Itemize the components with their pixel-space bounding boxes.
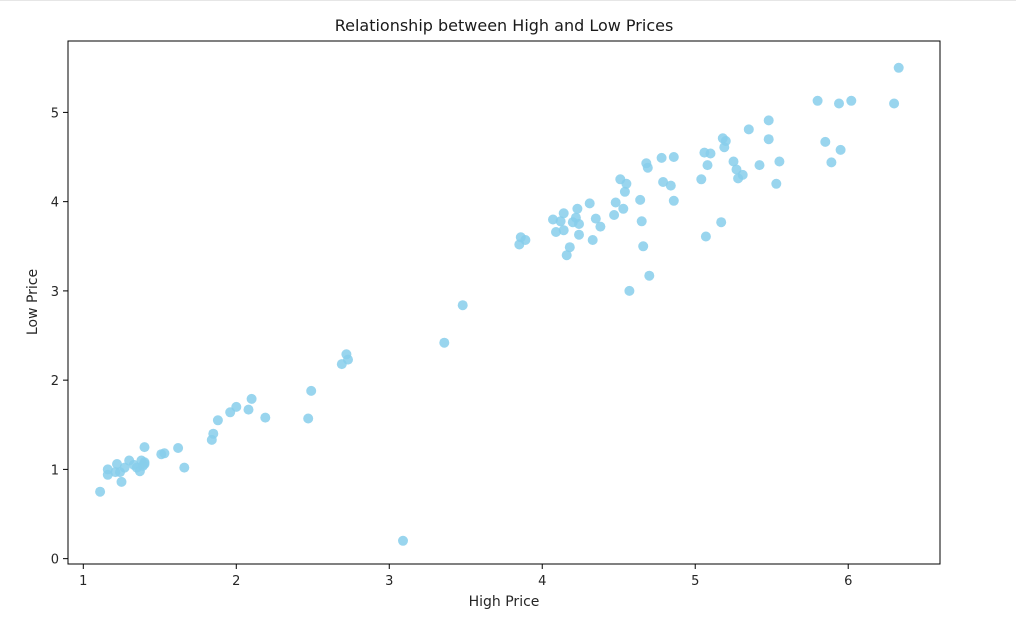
data-point-94 xyxy=(820,136,831,147)
data-point-28 xyxy=(260,412,271,423)
data-point-43 xyxy=(558,208,569,219)
data-point-23 xyxy=(212,415,223,426)
data-point-7 xyxy=(119,462,130,473)
y-tick-label-5: 5 xyxy=(51,106,59,121)
data-point-67 xyxy=(642,162,653,173)
data-point-39 xyxy=(520,235,531,245)
data-point-46 xyxy=(564,242,575,253)
data-point-4 xyxy=(112,459,122,469)
data-point-15 xyxy=(139,457,150,468)
x-tick-label-0: 1 xyxy=(79,574,87,589)
data-point-27 xyxy=(246,393,257,404)
data-point-29 xyxy=(303,413,314,424)
data-point-18 xyxy=(159,448,170,459)
data-point-49 xyxy=(572,203,583,214)
data-point-90 xyxy=(763,134,774,145)
y-tick-label-4: 4 xyxy=(51,196,59,211)
x-tick-label-5: 6 xyxy=(844,574,852,589)
data-point-30 xyxy=(306,385,317,396)
data-point-74 xyxy=(696,174,707,185)
data-point-36 xyxy=(457,300,468,311)
data-point-61 xyxy=(621,178,632,189)
data-point-65 xyxy=(638,241,649,252)
data-point-2 xyxy=(102,464,113,475)
data-point-93 xyxy=(812,95,823,106)
data-point-52 xyxy=(584,198,595,209)
data-point-63 xyxy=(635,194,646,205)
data-point-64 xyxy=(636,216,647,227)
data-point-98 xyxy=(846,95,857,106)
data-point-69 xyxy=(656,152,667,163)
data-point-25 xyxy=(231,401,242,412)
x-tick-label-4: 5 xyxy=(691,574,699,589)
y-axis-ticks: 0 1 2 3 4 5 xyxy=(51,106,68,568)
data-point-20 xyxy=(179,462,190,473)
notebook-cell-top-border xyxy=(0,0,1016,5)
data-point-51 xyxy=(574,229,584,240)
data-point-44 xyxy=(558,225,569,236)
data-point-33 xyxy=(343,354,353,365)
data-point-72 xyxy=(668,152,679,162)
data-point-86 xyxy=(737,169,748,180)
data-point-88 xyxy=(754,160,765,171)
x-tick-label-1: 2 xyxy=(232,574,240,589)
y-tick-label-0: 0 xyxy=(51,553,59,568)
data-point-50 xyxy=(574,219,584,229)
chart-title: Relationship between High and Low Prices xyxy=(335,16,674,35)
data-point-92 xyxy=(774,156,785,167)
data-point-42 xyxy=(555,216,566,227)
x-axis-ticks: 1 2 3 4 5 6 xyxy=(79,564,852,589)
data-point-53 xyxy=(587,235,598,245)
plot-area-frame xyxy=(67,40,941,565)
data-point-60 xyxy=(619,186,630,197)
data-point-99 xyxy=(889,98,900,109)
data-point-19 xyxy=(173,443,184,453)
data-point-62 xyxy=(624,285,635,296)
data-point-34 xyxy=(398,535,408,546)
data-point-45 xyxy=(561,250,572,261)
data-point-54 xyxy=(590,213,601,224)
data-point-89 xyxy=(763,115,774,126)
data-point-57 xyxy=(610,197,621,208)
data-point-41 xyxy=(551,227,561,237)
data-point-56 xyxy=(609,210,620,220)
data-point-96 xyxy=(834,98,844,109)
data-point-95 xyxy=(826,157,837,168)
data-point-91 xyxy=(771,178,782,189)
data-point-77 xyxy=(702,160,713,171)
y-tick-label-1: 1 xyxy=(51,463,59,478)
y-tick-label-2: 2 xyxy=(51,374,59,389)
data-point-78 xyxy=(705,148,716,159)
data-point-40 xyxy=(548,214,558,225)
data-point-100 xyxy=(893,62,904,73)
data-point-0 xyxy=(95,486,106,497)
data-point-26 xyxy=(243,404,254,415)
data-point-70 xyxy=(658,177,669,187)
data-point-59 xyxy=(618,203,629,214)
data-point-22 xyxy=(208,428,219,439)
data-point-55 xyxy=(595,221,606,232)
data-point-82 xyxy=(720,136,731,146)
data-point-73 xyxy=(668,195,679,206)
data-point-87 xyxy=(743,124,754,135)
points-layer xyxy=(95,62,904,546)
x-tick-label-2: 3 xyxy=(385,574,393,589)
x-tick-label-3: 4 xyxy=(538,574,546,589)
data-point-79 xyxy=(716,217,727,228)
data-point-35 xyxy=(439,337,450,348)
data-point-16 xyxy=(139,442,150,453)
data-point-83 xyxy=(728,156,739,167)
data-point-71 xyxy=(665,180,676,191)
data-point-6 xyxy=(116,476,127,487)
data-point-97 xyxy=(835,144,846,155)
data-point-68 xyxy=(644,270,655,281)
data-point-76 xyxy=(700,231,711,242)
y-tick-label-3: 3 xyxy=(51,285,59,300)
y-axis-title: Low Price xyxy=(25,269,41,335)
x-axis-title: High Price xyxy=(469,594,540,610)
